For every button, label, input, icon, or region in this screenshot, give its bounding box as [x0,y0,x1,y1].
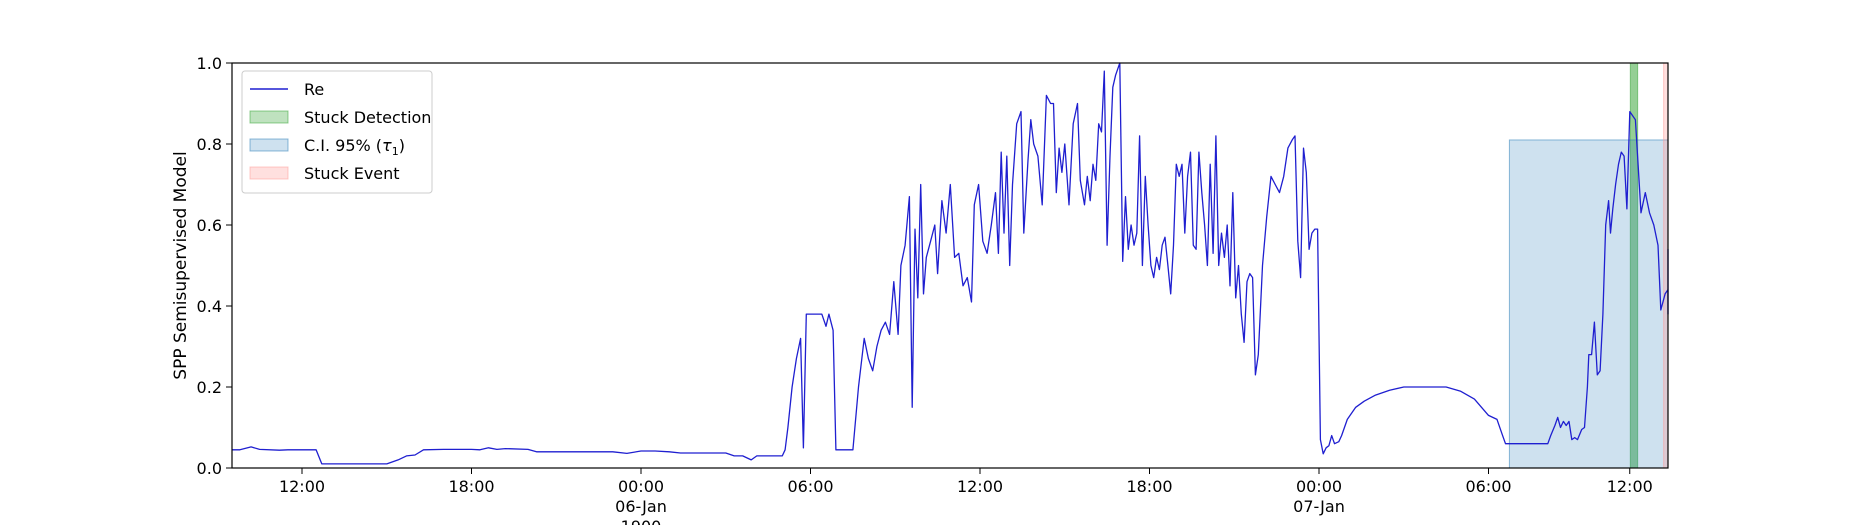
y-tick-label-2: 0.4 [197,297,222,316]
x-tick-label-7-1: 06:00 [1465,477,1511,496]
y-tick-label-4: 0.8 [197,135,222,154]
legend-box [241,70,433,194]
x-tick-label-0-1: 12:00 [279,477,325,496]
y-tick-label-5: 1.0 [197,54,222,73]
y-tick-label-3: 0.6 [197,216,222,235]
y-tick-label-1: 0.2 [197,378,222,397]
x-axis: 12:0018:0000:0006-Jan190006:0012:0018:00… [279,468,1653,525]
y-tick-label-0: 0.0 [197,459,222,478]
x-tick-label-3-1: 06:00 [787,477,833,496]
legend: Re Stuck Detection C.I. 95% (τ1) Stuck Even… [241,70,433,194]
legend-swatch-2 [249,138,289,152]
legend-label-1: Stuck Detection [304,108,431,127]
legend-label-2: C.I. 95% (τ1) [304,136,405,158]
band-2 [1663,62,1669,469]
plot-frame [231,62,1669,469]
y-axis-label: SPP Semisupervised Model [171,151,191,379]
x-tick-label-2-2: 06-Jan [615,497,667,516]
legend-swatch-3 [249,166,289,180]
x-tick-label-1-1: 18:00 [448,477,494,496]
legend-label-0: Re [304,80,324,99]
x-tick-label-8-1: 12:00 [1607,477,1653,496]
bands-layer [1508,62,1669,469]
band-1 [1508,139,1669,469]
legend-swatch-1 [249,110,289,124]
series-line-0 [232,62,1669,465]
x-tick-label-4-1: 12:00 [957,477,1003,496]
x-tick-label-6-2: 07-Jan [1293,497,1345,516]
x-tick-label-6-1: 00:00 [1296,477,1342,496]
y-axis: 0.0 0.2 0.4 0.6 0.8 1.0 [197,54,232,478]
x-tick-label-5-1: 18:00 [1126,477,1172,496]
series-layer [232,62,1669,465]
x-tick-label-2-3: 1900 [621,517,662,525]
legend-label-3: Stuck Event [304,164,400,183]
x-tick-label-2-1: 00:00 [618,477,664,496]
